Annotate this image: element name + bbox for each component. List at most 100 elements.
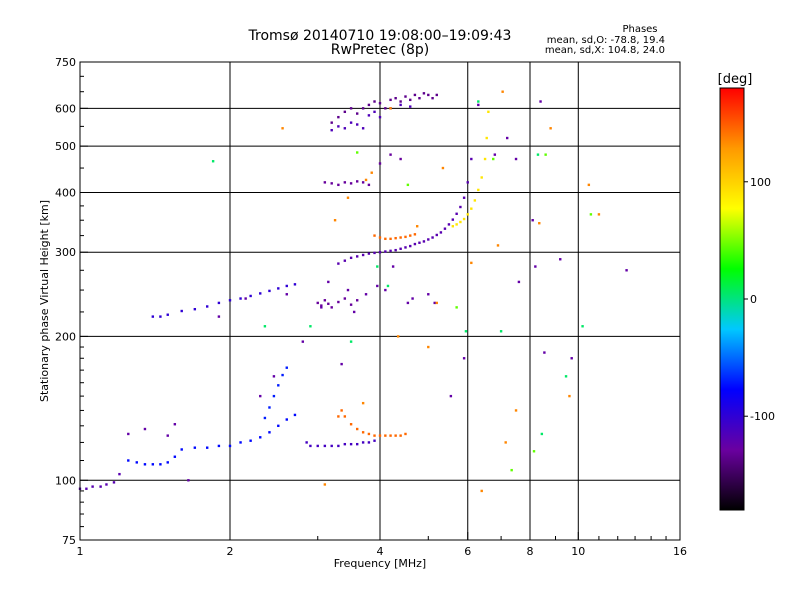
data-point [268,406,271,409]
data-point [367,103,371,107]
data-point [404,95,407,98]
data-point [391,265,395,268]
data-point [343,259,347,262]
data-point [427,293,430,296]
data-point [193,307,197,311]
data-point [305,441,308,444]
data-point [143,463,147,466]
data-point [327,280,330,284]
data-point [361,401,365,405]
x-tick-label: 16 [673,545,687,558]
data-point [389,434,392,437]
data-point [323,299,327,302]
data-point [355,427,359,431]
data-point [323,444,327,448]
data-point [399,247,402,250]
data-point [166,434,169,437]
data-point [239,297,242,300]
data-point [343,181,347,184]
data-point [504,441,507,444]
data-point [244,297,247,300]
data-point [159,463,162,466]
y-axis-label: Stationary phase Virtual Height [km] [38,200,51,402]
data-point [105,483,108,486]
legend-line-x: mean, sd,X: 104.8, 24.0 [545,45,665,56]
data-point [205,305,209,308]
data-point [373,110,376,114]
data-point [462,357,466,360]
data-point [330,444,333,448]
data-point [361,181,365,184]
data-point [394,248,397,252]
data-point [409,244,412,248]
data-point [399,103,402,107]
data-point [85,487,88,490]
data-point [211,160,215,163]
data-point [373,234,376,237]
data-point [384,237,387,241]
x-tick-label: 1 [77,545,84,558]
colorbar-tick-label: -100 [750,410,775,423]
colorbar [719,87,745,511]
data-point [514,409,518,412]
data-point [323,483,327,486]
data-point [517,280,521,284]
data-point [364,293,368,296]
data-point [376,265,379,268]
data-point [285,366,288,369]
data-point [349,303,353,306]
data-point [378,162,382,165]
data-point [337,444,340,448]
data-point [389,153,392,156]
colorbar-tick-label: 0 [750,293,757,306]
data-point [451,218,455,221]
data-point [343,442,347,446]
data-point [376,284,379,288]
data-point [466,181,469,184]
data-point [127,459,130,462]
data-point [263,416,267,420]
data-point [346,288,350,292]
data-point [389,237,392,241]
x-tick-label: 10 [571,545,585,558]
data-point [435,233,438,237]
y-tick-label: 500 [55,140,76,153]
data-point [501,90,504,93]
data-point [340,409,343,412]
data-point [293,413,297,417]
data-point [118,472,121,476]
data-point [239,441,242,444]
data-point [193,446,197,449]
data-point [384,107,387,110]
data-point [549,127,552,130]
data-point [346,196,350,199]
data-point [409,98,412,102]
data-point [143,427,147,431]
data-point [505,136,509,140]
data-point [587,183,591,187]
chart-title: Tromsø 20140710 19:08:00–19:09:43 [248,28,512,44]
data-point [570,357,573,360]
data-point [406,183,410,187]
data-point [166,313,169,316]
data-point [597,213,601,216]
data-point [441,166,445,170]
data-point [411,297,414,300]
data-point [499,330,503,333]
data-point [589,213,593,216]
data-point [399,236,402,239]
data-point [422,240,426,243]
data-point [249,294,252,298]
x-tick-label: 4 [377,545,384,558]
data-point [431,96,434,100]
data-point [349,121,353,124]
data-point [337,125,340,128]
data-point [451,225,455,228]
data-point [91,485,94,488]
data-point [337,183,340,187]
data-point [492,157,495,161]
data-point [404,432,407,436]
data-point [352,310,356,314]
data-point [343,110,347,114]
data-point [330,121,333,124]
